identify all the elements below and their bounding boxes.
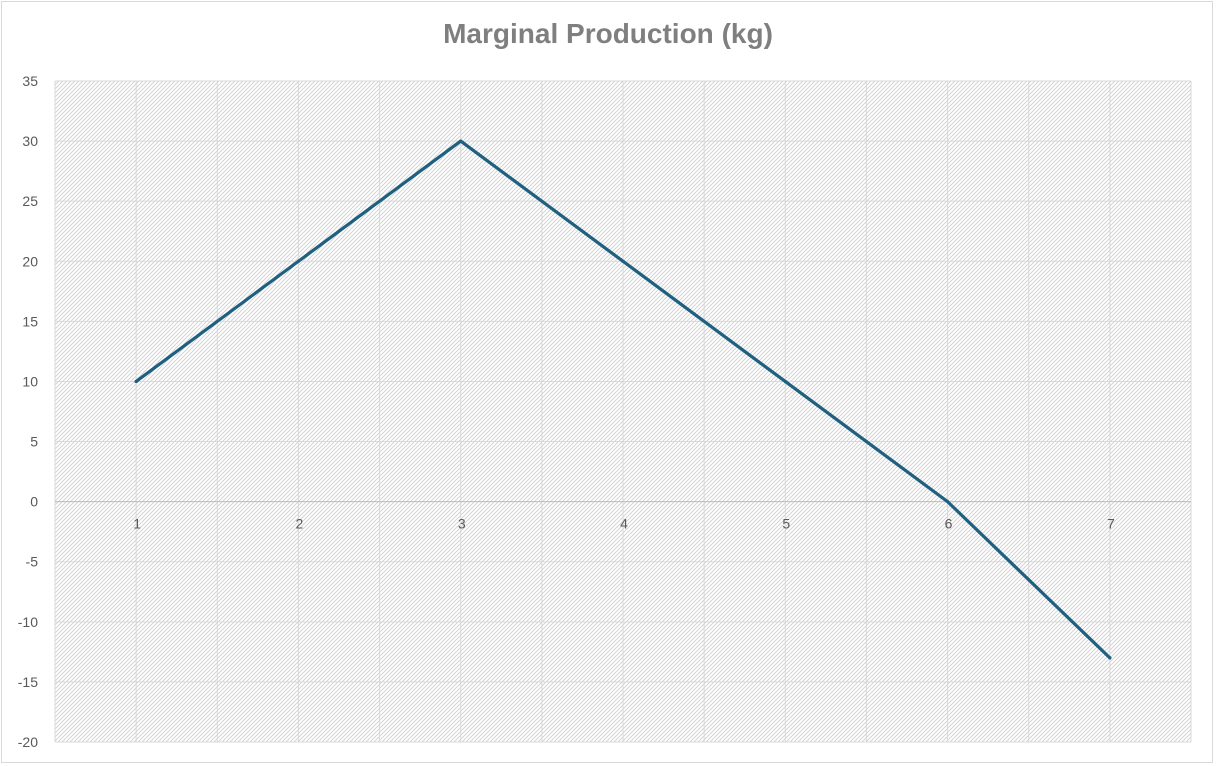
x-tick-label: 3	[458, 516, 466, 532]
data-point	[296, 259, 301, 263]
chart-title: Marginal Production (kg)	[443, 18, 773, 49]
data-point	[621, 259, 625, 263]
data-point	[459, 139, 463, 143]
tick-layer: 35 30 25 20 15 10 5 0 -5 -10 -15 -20 1 2 3 4 5 6 7	[18, 73, 1115, 750]
y-tick-label: -5	[26, 554, 39, 570]
y-tick-label: 30	[22, 133, 38, 149]
x-tick-label: 4	[620, 516, 628, 532]
y-tick-label: 5	[30, 434, 38, 450]
data-point	[1108, 656, 1112, 660]
y-tick-label: -10	[18, 614, 38, 630]
x-tick-label: 5	[782, 516, 790, 532]
x-tick-label: 1	[133, 516, 141, 532]
y-tick-label: 10	[22, 373, 38, 389]
y-tick-label: 25	[22, 193, 38, 209]
x-tick-label: 2	[296, 516, 304, 532]
data-point	[945, 500, 950, 504]
y-tick-label: 0	[30, 494, 38, 510]
data-point	[134, 379, 138, 384]
y-tick-label: 20	[22, 253, 38, 269]
y-tick-label: -20	[18, 734, 38, 750]
x-tick-label: 7	[1107, 516, 1115, 532]
y-tick-label: 15	[22, 313, 38, 329]
x-tick-label: 6	[945, 516, 953, 532]
series-layer	[134, 139, 1112, 660]
y-tick-label: -15	[18, 674, 38, 690]
data-point	[783, 379, 787, 384]
y-tick-label: 35	[22, 73, 38, 89]
